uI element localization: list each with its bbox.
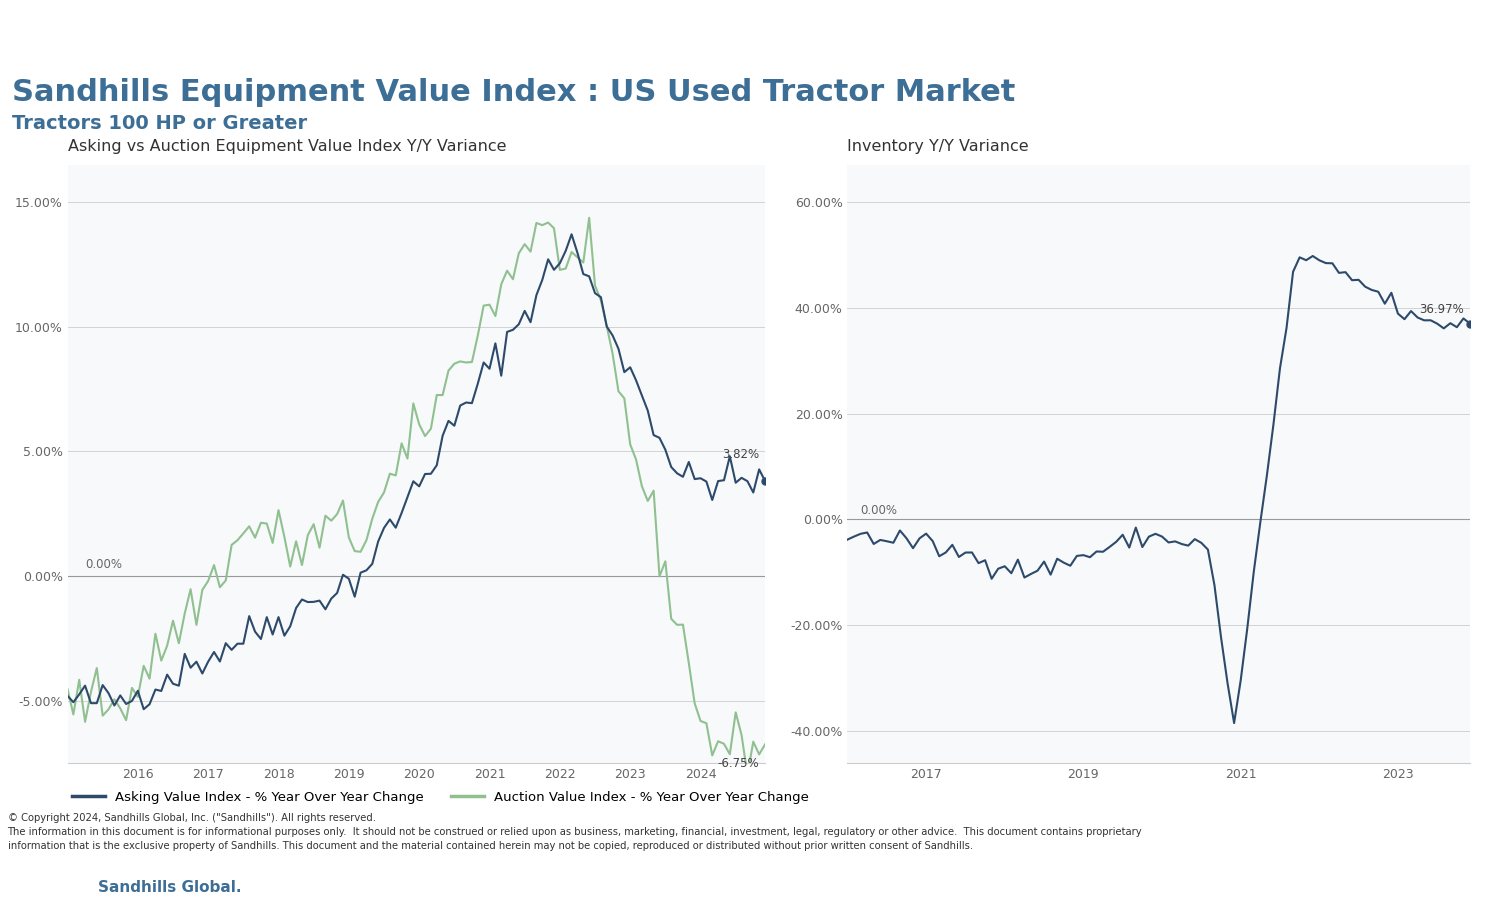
Text: Inventory Y/Y Variance: Inventory Y/Y Variance (847, 139, 1029, 154)
Text: Sandhills Equipment Value Index : US Used Tractor Market: Sandhills Equipment Value Index : US Use… (12, 78, 1016, 107)
Legend: Asking Value Index - % Year Over Year Change, Auction Value Index - % Year Over : Asking Value Index - % Year Over Year Ch… (66, 785, 815, 810)
Text: 36.97%: 36.97% (1419, 303, 1464, 315)
Text: Asking vs Auction Equipment Value Index Y/Y Variance: Asking vs Auction Equipment Value Index … (68, 139, 506, 154)
Text: 0.00%: 0.00% (86, 558, 122, 571)
Text: 0.00%: 0.00% (861, 504, 897, 516)
Text: Tractors 100 HP or Greater: Tractors 100 HP or Greater (12, 114, 307, 133)
Text: Sandhills Global.: Sandhills Global. (98, 880, 242, 895)
Text: -6.75%: -6.75% (717, 757, 759, 770)
Text: 3.82%: 3.82% (722, 448, 759, 461)
Text: © Copyright 2024, Sandhills Global, Inc. ("Sandhills"). All rights reserved.
The: © Copyright 2024, Sandhills Global, Inc.… (8, 813, 1142, 852)
